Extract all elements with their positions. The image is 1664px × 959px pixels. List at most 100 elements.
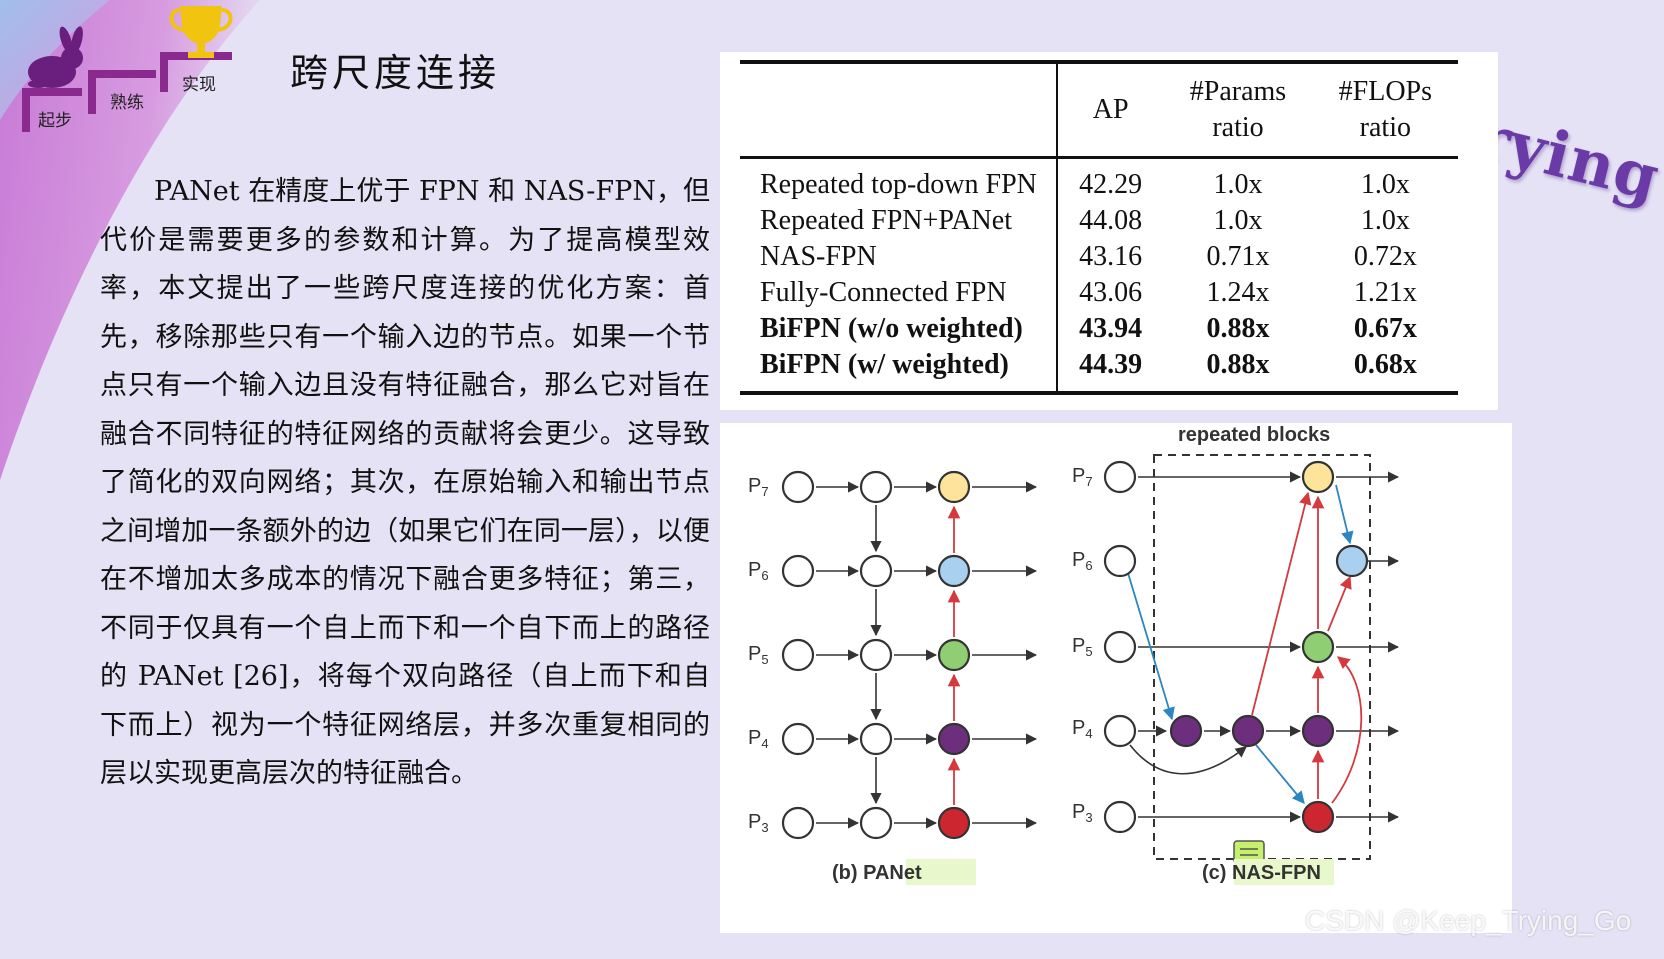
nasfpn-caption-highlight — [1234, 859, 1334, 885]
row-flops: 0.68x — [1353, 349, 1417, 380]
row-flops: 0.72x — [1353, 241, 1417, 272]
nasfpn-output-node-p7 — [1301, 460, 1335, 494]
table-header-ap: AP — [1092, 94, 1129, 125]
body-text: PANet 在精度上优于 FPN 和 NAS-FPN，但代价是需要更多的参数和计… — [100, 168, 710, 799]
table-row: Repeated FPN+PANet 44.08 1.0x 1.0x — [740, 203, 1458, 239]
nasfpn-caption: (c) NAS-FPN — [1202, 862, 1321, 884]
nasfpn-output-node-p6 — [1335, 544, 1369, 578]
row-params: 1.24x — [1206, 277, 1270, 308]
csdn-watermark: CSDN @Keep_Trying_Go — [1305, 905, 1632, 936]
panet-diagram: P7 P6 P5 P4 P3 — [748, 470, 1038, 885]
table-header-row: AP #Params ratio #FLOPs ratio — [740, 62, 1458, 158]
row-params: 0.71x — [1206, 241, 1270, 272]
panet-output-node-p4 — [937, 722, 971, 756]
table-row: BiFPN (w/ weighted) 44.39 0.88x 0.68x — [740, 347, 1458, 393]
panet-topdown-node — [859, 722, 893, 756]
rabbit-icon — [28, 26, 83, 88]
nasfpn-input-node — [1103, 460, 1137, 494]
header-flops-line1: #FLOPs — [1338, 76, 1433, 107]
nasfpn-input-node — [1103, 544, 1137, 578]
panet-level-label: P5 — [748, 643, 769, 667]
panet-level-label: P6 — [748, 559, 769, 583]
row-params: 1.0x — [1213, 169, 1263, 200]
panet-input-node — [781, 470, 815, 504]
panet-input-node — [781, 806, 815, 840]
panet-input-node — [781, 722, 815, 756]
panet-topdown-node — [859, 470, 893, 504]
panet-input-node — [781, 554, 815, 588]
panet-topdown-node — [859, 806, 893, 840]
nasfpn-level-label: P7 — [1072, 465, 1093, 489]
nasfpn-intermediate-node — [1231, 714, 1265, 748]
row-ap: 43.94 — [1079, 313, 1143, 344]
panet-caption: (b) PANet — [832, 862, 922, 884]
repeated-blocks-box — [1153, 454, 1371, 860]
header-params-line1: #Params — [1189, 76, 1287, 107]
panet-output-node-p6 — [937, 554, 971, 588]
nasfpn-level-label: P6 — [1072, 549, 1093, 573]
table-header-flops: #FLOPs ratio — [1313, 62, 1458, 158]
results-table-panel: AP #Params ratio #FLOPs ratio Repeated t… — [720, 52, 1498, 410]
row-ap: 44.39 — [1079, 349, 1143, 380]
nasfpn-input-node — [1103, 630, 1137, 664]
body-paragraph: PANet 在精度上优于 FPN 和 NAS-FPN，但代价是需要更多的参数和计… — [100, 176, 710, 789]
row-name: Repeated FPN+PANet — [740, 203, 1058, 239]
trophy-icon — [169, 6, 233, 58]
panet-topdown-node — [859, 554, 893, 588]
decorative-swoosh — [0, 0, 260, 480]
row-ap: 42.29 — [1079, 169, 1143, 200]
panet-input-node — [781, 638, 815, 672]
step-label-start: 起步 — [38, 111, 72, 131]
fpn-figure-panel: P7 P6 P5 P4 P3 — [720, 423, 1512, 933]
nasfpn-input-node — [1103, 800, 1137, 834]
nasfpn-level-label: P4 — [1072, 717, 1093, 741]
table-row: NAS-FPN 43.16 0.71x 0.72x — [740, 239, 1458, 275]
panet-level-label: P7 — [748, 475, 769, 499]
slide-title: 跨尺度连接 — [290, 51, 501, 95]
fpn-diagram: P7 P6 P5 P4 P3 — [748, 424, 1400, 885]
panet-output-node-p7 — [937, 470, 971, 504]
panet-level-label: P3 — [748, 811, 769, 835]
panet-topdown-node — [859, 638, 893, 672]
results-table: AP #Params ratio #FLOPs ratio Repeated t… — [740, 60, 1458, 395]
row-name: NAS-FPN — [740, 239, 1058, 275]
step-label-achieve: 实现 — [182, 75, 216, 95]
panet-output-node-p5 — [937, 638, 971, 672]
row-flops: 1.0x — [1360, 205, 1410, 236]
row-ap: 43.06 — [1079, 277, 1143, 308]
nasfpn-diagram: repeated blocks P7 P6 P5 P4 P3 — [1072, 424, 1400, 885]
table-row: Repeated top-down FPN 42.29 1.0x 1.0x — [740, 157, 1458, 203]
nasfpn-level-label: P5 — [1072, 635, 1093, 659]
nasfpn-output-node-p4 — [1301, 714, 1335, 748]
step-label-skilled: 熟练 — [110, 93, 144, 113]
panet-level-label: P4 — [748, 727, 769, 751]
table-row: BiFPN (w/o weighted) 43.94 0.88x 0.67x — [740, 311, 1458, 347]
table-row: Fully-Connected FPN 43.06 1.24x 1.21x — [740, 275, 1458, 311]
row-params: 0.88x — [1206, 313, 1270, 344]
row-flops: 1.21x — [1353, 277, 1417, 308]
header-flops-line2: ratio — [1359, 112, 1411, 143]
nasfpn-output-node-p3 — [1301, 800, 1335, 834]
row-ap: 44.08 — [1079, 205, 1143, 236]
row-ap: 43.16 — [1079, 241, 1143, 272]
row-flops: 1.0x — [1360, 169, 1410, 200]
row-name: Repeated top-down FPN — [740, 157, 1058, 203]
decorative-swoosh-blue — [0, 0, 110, 120]
row-params: 0.88x — [1206, 349, 1270, 380]
panet-output-node-p3 — [937, 806, 971, 840]
row-name: BiFPN (w/ weighted) — [740, 347, 1058, 393]
panet-caption-highlight — [906, 859, 976, 885]
row-name: BiFPN (w/o weighted) — [740, 311, 1058, 347]
table-header-empty — [740, 62, 1058, 158]
nasfpn-level-label: P3 — [1072, 801, 1093, 825]
header-params-line2: ratio — [1212, 112, 1264, 143]
nasfpn-intermediate-node — [1169, 714, 1203, 748]
row-params: 1.0x — [1213, 205, 1263, 236]
table-header-params: #Params ratio — [1163, 62, 1312, 158]
row-name: Fully-Connected FPN — [740, 275, 1058, 311]
nasfpn-input-node — [1103, 714, 1137, 748]
repeated-blocks-label: repeated blocks — [1178, 424, 1330, 446]
row-flops: 0.67x — [1353, 313, 1417, 344]
nasfpn-output-node-p5 — [1301, 630, 1335, 664]
